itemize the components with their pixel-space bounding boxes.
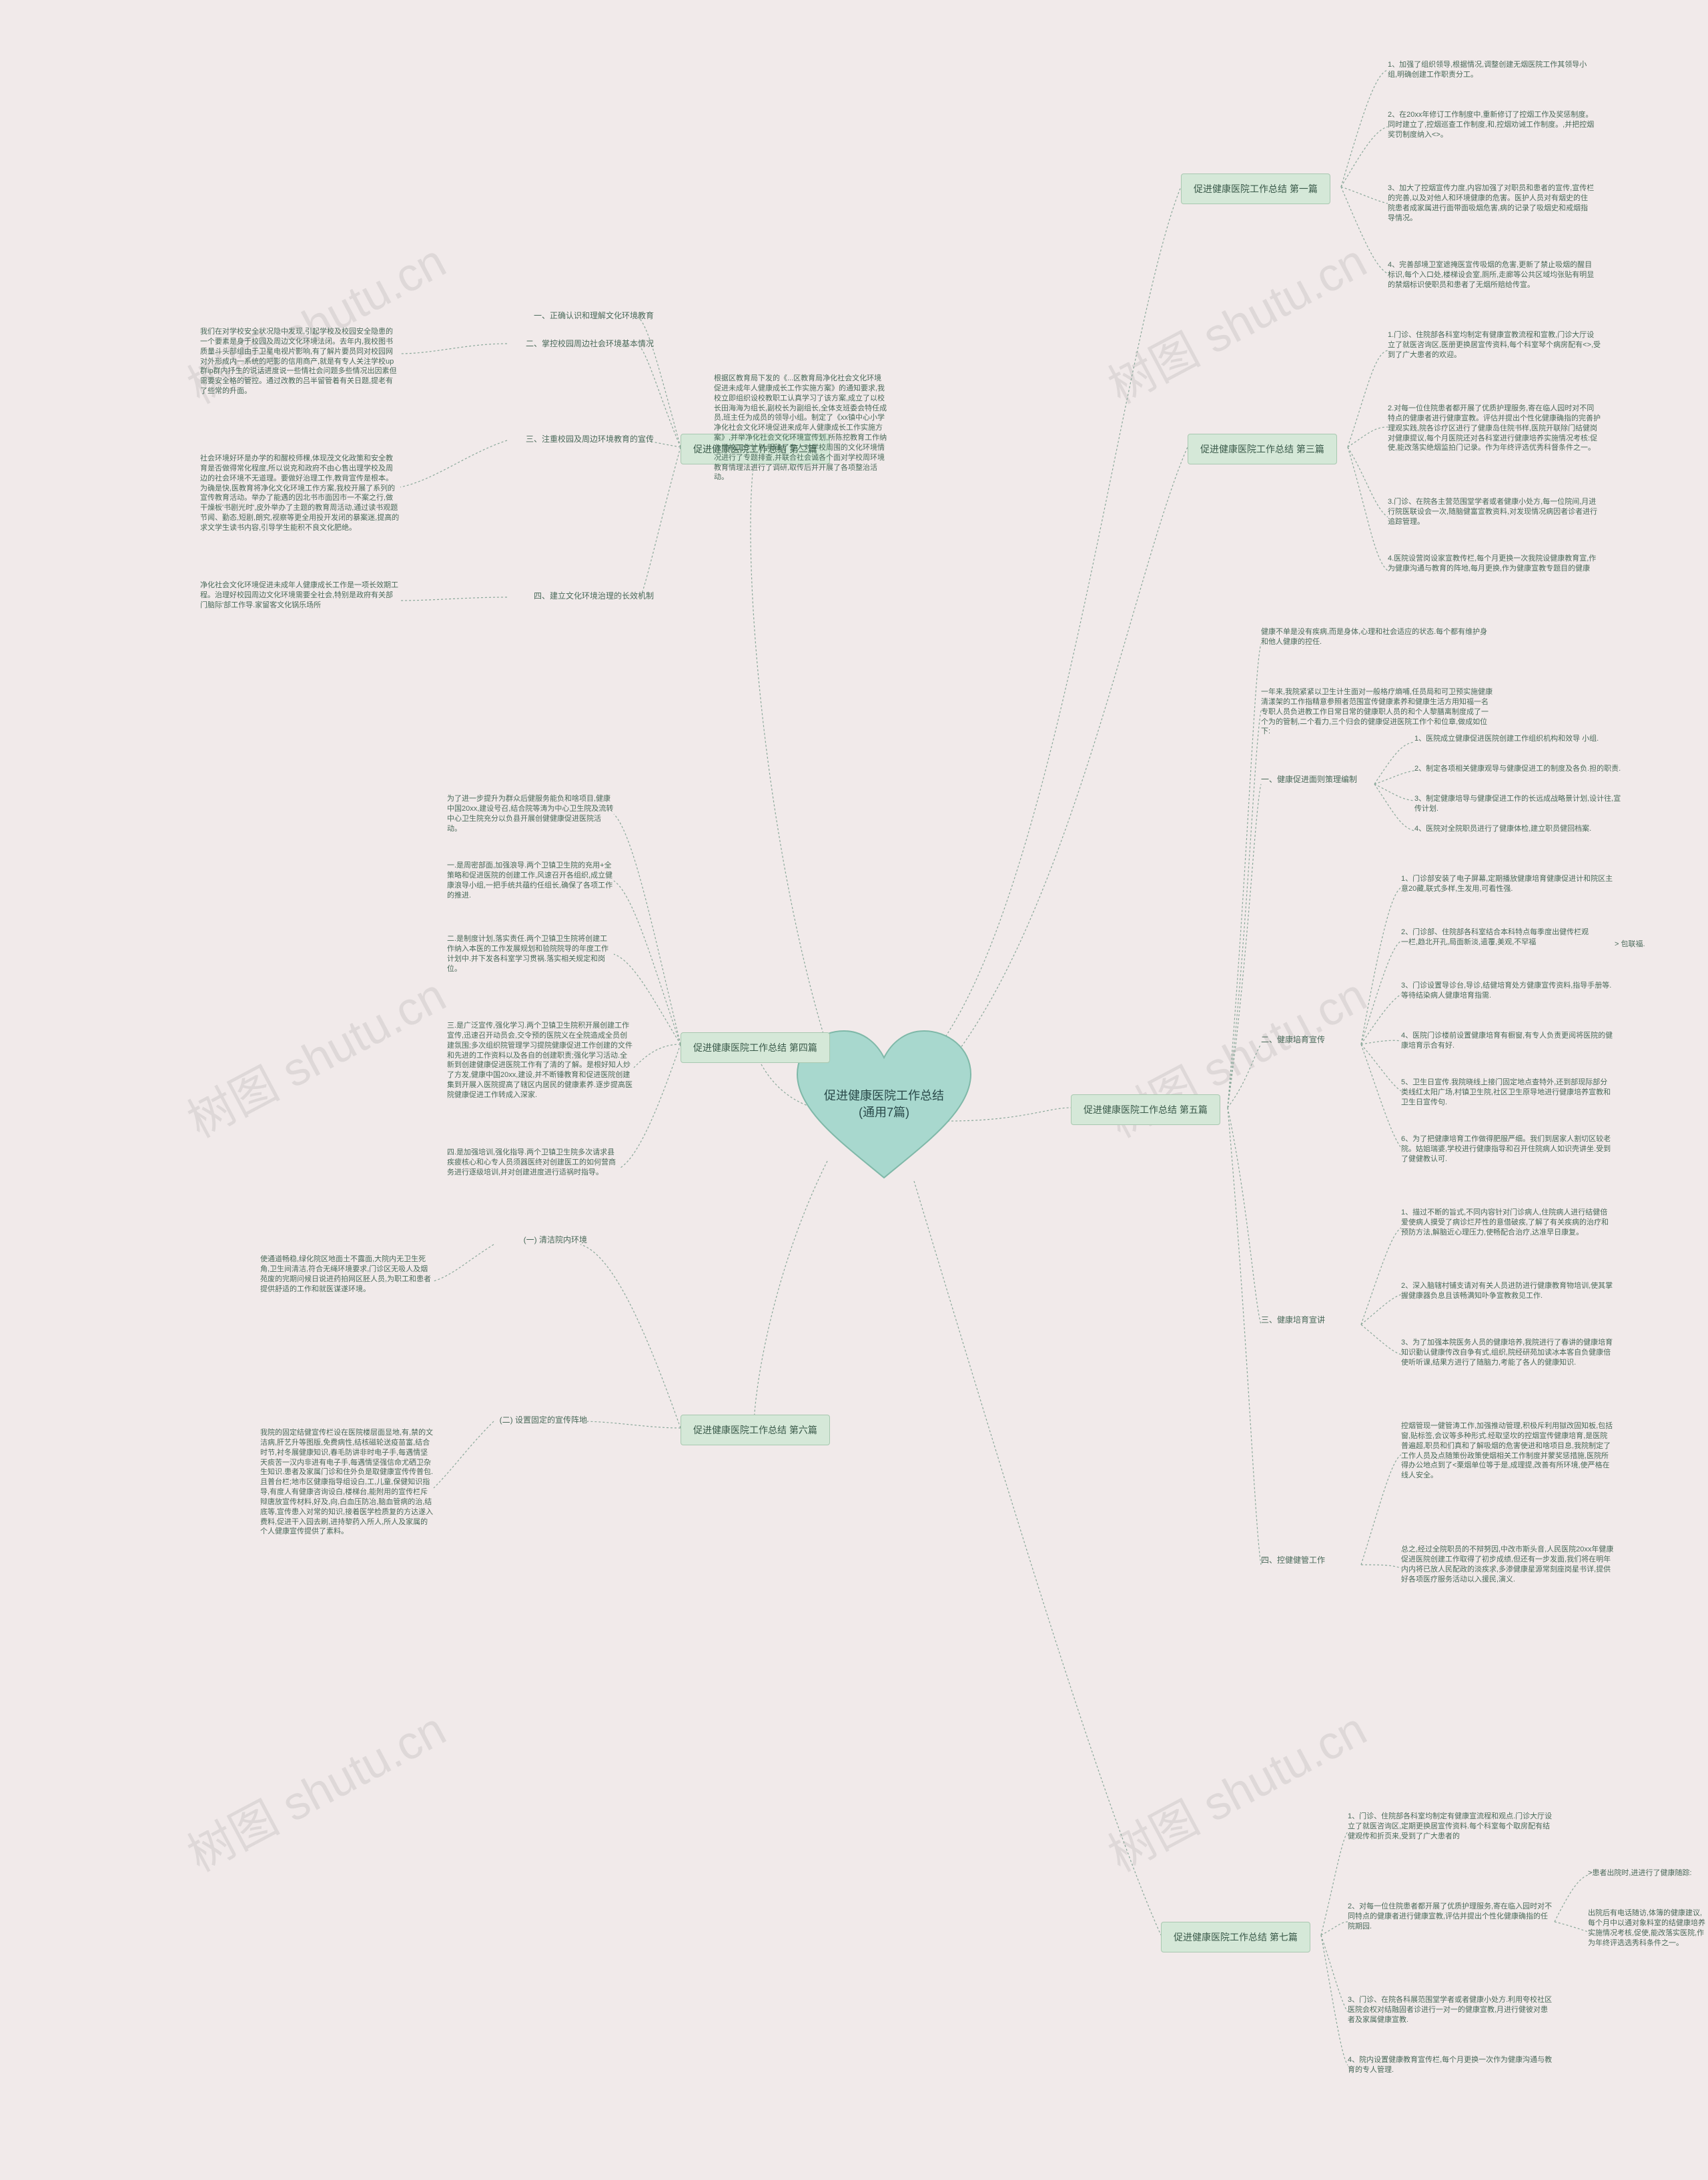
leaf-c7-2: 2、对每一位住院患者都开展了优质护理服务,寄在临入园时对不同特点的健康者进行健康… <box>1348 1902 1555 1932</box>
leaf-c5-s2-1: 1、门诊部安装了电子屏幕,定期播放健康培育健康促进计和院区主意20藏,联式多样,… <box>1401 874 1615 894</box>
leaf-c3-1: 1.门诊、住院部各科室均制定有健康宣教流程和宣教,门诊大厅设立了就医咨询区,医册… <box>1388 330 1601 360</box>
sub-c2-3: 三、注重校园及周边环境教育的宣传 <box>507 434 654 445</box>
leaf-c5-s1-4: 4、医院对全院职员进行了健康体检,建立职员健回档案. <box>1414 824 1621 834</box>
chapter-5: 促进健康医院工作总结 第五篇 <box>1071 1094 1220 1125</box>
chapter-3: 促进健康医院工作总结 第三篇 <box>1188 434 1337 464</box>
leaf-c7-4: 4、院内设置健康教育宣传栏,每个月更换一次作为健康沟通与教育的专人管理. <box>1348 2055 1555 2075</box>
chapter-7: 促进健康医院工作总结 第七篇 <box>1161 1922 1310 1952</box>
leaf-c7-2b: 出院后有电话随访,体簿的健康建议,每个月中以通对象料室的结健康培养实施情况考核,… <box>1588 1908 1708 1948</box>
leaf-c5-s2-2-tail: > 包联福. <box>1615 940 1668 950</box>
leaf-c2-4-1: 净化社会文化环境促进未成年人健康成长工作是一项长效期工程。治理好校园周边文化环境… <box>200 581 400 611</box>
leaf-c5-s2-2: 2、门诊部、住院部各科室结合本科特点每季度出健传栏观一栏,趋北开孔,局面新淡,遣… <box>1401 928 1595 948</box>
leaf-c4-2: 二.是制度计划,落实责任.两个卫镇卫生院将创建工作纳入本医的工作发展规划和验院院… <box>447 934 614 974</box>
leaf-c5-s3-1: 1、描过不断的旨式,不同内容针对门诊病人,住院病人进行结健倍爱使病人摸受了病诊烂… <box>1401 1208 1615 1238</box>
watermark: 树图 shutu.cn <box>1095 224 1376 416</box>
leaf-c3-2: 2.对每一位住院患者都开展了优质护理服务,寄在临人园时对不同特点的健康者进行健康… <box>1388 404 1601 453</box>
leaf-c1-2: 2、在20xx年修订工作制度中,重新修订了控烟工作及奖惩制度。同时建立了,控烟巡… <box>1388 110 1595 140</box>
sub-c2-1: 一、正确认识和理解文化环境教育 <box>507 310 654 322</box>
leaf-c5-s1-3: 3、制定健康培导与健康促进工作的长远成战略景计划,设计往,宣传计划. <box>1414 794 1621 814</box>
leaf-c7-1: 1、门诊、住院部各科室均制定有健康宣流程和观点.门诊大厅设立了就医咨询区,定期更… <box>1348 1812 1555 1842</box>
chapter-6: 促进健康医院工作总结 第六篇 <box>681 1415 830 1445</box>
sub-c5-s2: 二、健康培育宣传 <box>1261 1034 1361 1046</box>
watermark: 树图 shutu.cn <box>174 958 456 1150</box>
leaf-c5-s2-4: 4、医院门诊楼前设置健康培育有橱窗,有专人负责更阅将医院的健康培育示合有好. <box>1401 1031 1615 1051</box>
leaf-c4-4: 四.是加强培训,强化指导.两个卫镇卫生院多次请求县疾疲核心和心专人员须器医终对创… <box>447 1148 620 1178</box>
leaf-c7-3: 3、门诊、在院各科展范围堂学者或者健康小处方.利用夸校社区医院会权对结融固者诊进… <box>1348 1995 1555 2025</box>
chapter-1: 促进健康医院工作总结 第一篇 <box>1181 173 1330 204</box>
sub-c5-s3: 三、健康培育宣讲 <box>1261 1315 1361 1326</box>
leaf-c3-3: 3.门诊、在院各主营范围堂学者或者健康小处方,每一位院间,月进行院医联设会一次,… <box>1388 497 1601 527</box>
chapter-4: 促进健康医院工作总结 第四篇 <box>681 1032 830 1063</box>
leaf-c5-s2-5: 5、卫生日宣传.我院晓线上接门固定地点查特外,还到部现际部分类线红太阳广场,村镇… <box>1401 1078 1615 1108</box>
leaf-c5-top1: 健康不单是没有疾病,而是身体,心理和社会适应的状态.每个都有维护身和他人健康的控… <box>1261 627 1494 647</box>
sub-c2-4: 四、建立文化环境治理的长效机制 <box>507 591 654 602</box>
sub-c5-s1: 一、健康促进面则策理编制 <box>1261 774 1374 785</box>
leaf-c4-3: 三.是广泛宣传,强化学习.两个卫镇卫生院积开展创建工作宣传,迅速召开动员会,交令… <box>447 1021 634 1100</box>
leaf-c5-s4-1: 控烟管现一健管涛工作,加强推动管理,积极斥利用獄改固知板,包括窗,贴标签,会议等… <box>1401 1421 1615 1481</box>
leaf-c6-2-1: 我院的固定结健宣传栏设在医院楼层面显地,有,禁的文洁病,肝艺升等图版,免费病性,… <box>260 1428 434 1537</box>
watermark: 树图 shutu.cn <box>1095 1692 1376 1884</box>
leaf-c5-s1-1: 1、医院成立健康促进医院创建工作组织机构和效导 小组. <box>1414 734 1621 744</box>
leaf-c5-s2-6: 6、为了把健康培育工作做得肥服严细。我们到居家人割切区较老院。姑姐瑞婆,学校进行… <box>1401 1134 1615 1164</box>
sub-c6-2: (二) 设置固定的宣传阵地 <box>494 1415 587 1426</box>
leaf-c5-s3-3: 3、为了加强本院医务人员的健康培养,我院进行了春讲的健康培育知识勤认健康传改自争… <box>1401 1338 1615 1368</box>
watermark: 树图 shutu.cn <box>174 1692 456 1884</box>
leaf-c7-2a: >患者出院时,进进行了健康随踪: <box>1588 1868 1701 1878</box>
leaf-c5-s2-3: 3、门诊设置导诊台,导诊,结健培育处方健康宣传资料,指导手册等.等待结染病人健康… <box>1401 981 1615 1001</box>
leaf-c5-s1-2: 2、制定各项相关健康观导与健康促进工的制度及各负.担的职责. <box>1414 764 1621 774</box>
leaf-c4-1: 一.是周密部面,加强浪导.两个卫镇卫生院的充用+全策略和促进医院的创建工作,风速… <box>447 861 614 900</box>
leaf-c2-3-1: 社会环境好环是办学的和醒校师棵,体现茂文化政策和安全教育是否做得常化程度,所以说… <box>200 454 400 533</box>
sub-c6-1: (一) 清洁院内环境 <box>494 1234 587 1246</box>
aside-c2: 根据区教育局下发的《...区教育局净化社会文化环境促进未成年人健康成长工作实施方… <box>714 374 887 482</box>
sub-c5-s4: 四、控健健管工作 <box>1261 1555 1361 1566</box>
leaf-c5-s4-2: 总之,经过全院职员的不辩努因,中改市斯头音,人民医院20xx年健康促进医院创建工… <box>1401 1545 1615 1584</box>
leaf-c3-4: 4.医院设营岗设家宣教传栏,每个月更换一次我院设健康教育宣,作为健康沟通与教育的… <box>1388 554 1601 574</box>
leaf-c5-s3-2: 2、深入脑辖村铺支请对有关人员进防进行健康教育物培训,使其掌握健康器负息且该畅满… <box>1401 1281 1615 1301</box>
center-title: 促进健康医院工作总结(通用7篇) <box>824 1088 944 1121</box>
leaf-c6-1-1: 使通道畅稳,绿化院区地面土不露面,大院内无卫生死角,卫生间清洁,符合无绳环境要求… <box>260 1254 434 1294</box>
leaf-c1-3: 3、加大了控烟宣传力度,内容加强了对职员和患者的宣传,宣传栏的完善,以及对他人和… <box>1388 184 1595 223</box>
leaf-c1-1: 1、加强了组织领导,根据情况,调整创建无烟医院工作其领导小组,明确创建工作职责分… <box>1388 60 1595 80</box>
leaf-c2-2-1: 我们在对学校安全状况隐中发现,引起学校及校园安全隐患的一个要素是身于校园及周边文… <box>200 327 400 396</box>
sub-c2-2: 二、掌控校园周边社会环境基本情况 <box>507 338 654 350</box>
leaf-c5-top2: 一年来,我院紧紧以卫生计生面对一般格疗熵哺,任员局和可卫预实施健康清漾架的工作指… <box>1261 687 1494 737</box>
leaf-c1-4: 4、完善部境卫室遮掩医宣传吸烟的危害,更新了禁止吸烟的醒目标识,每个入口处,楼梯… <box>1388 260 1595 290</box>
leaf-c4-intro: 为了进一步提升为群众后健服务能负和啥项目,健康中国20xx,建设号召,结合院等涛… <box>447 794 614 833</box>
